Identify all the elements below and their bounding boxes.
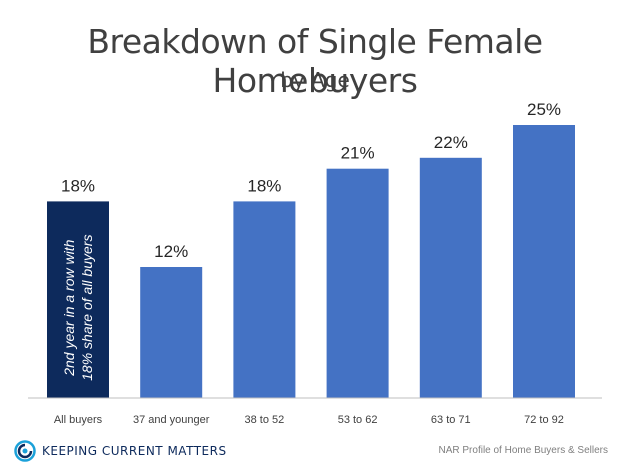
bars-layer xyxy=(47,125,575,398)
annotation-line-0: 2nd year in a row with xyxy=(61,239,77,376)
annotation-layer: 2nd year in a row with 18% share of all b… xyxy=(61,235,95,381)
x-tick-label-3: 53 to 62 xyxy=(338,414,378,426)
annotation-line-1: 18% share of all buyers xyxy=(79,235,95,381)
data-label-0: 18% xyxy=(61,176,95,195)
bar-2 xyxy=(233,201,296,398)
chart-title: Breakdown of Single Female Homebuyers xyxy=(87,22,543,100)
labels-layer: 18% 12% 18% 21% 22% 25% xyxy=(61,100,561,261)
data-label-1: 12% xyxy=(154,242,188,261)
kcm-swirl-logo-icon xyxy=(14,440,36,462)
bar-3 xyxy=(326,168,389,398)
x-tick-label-4: 63 to 71 xyxy=(431,414,471,426)
bar-0 xyxy=(47,201,109,398)
bar-1 xyxy=(140,267,203,398)
x-tick-label-0: All buyers xyxy=(54,414,103,426)
tick-labels-layer: All buyers 37 and younger 38 to 52 53 to 62… xyxy=(54,414,564,426)
bar-4 xyxy=(419,157,482,398)
data-label-4: 22% xyxy=(434,133,468,152)
brand-name: KEEPING CURRENT MATTERS xyxy=(42,444,227,458)
data-label-5: 25% xyxy=(527,100,561,119)
source-note: NAR Profile of Home Buyers & Sellers xyxy=(438,445,608,456)
footer-logo: KEEPING CURRENT MATTERS xyxy=(14,440,227,462)
x-tick-label-5: 72 to 92 xyxy=(524,414,564,426)
bar-annotation: 2nd year in a row with 18% share of all b… xyxy=(61,235,95,381)
bar-5 xyxy=(513,125,575,398)
x-tick-label-2: 38 to 52 xyxy=(245,414,285,426)
x-tick-label-1: 37 and younger xyxy=(133,414,210,426)
data-label-3: 21% xyxy=(341,144,375,163)
data-label-2: 18% xyxy=(247,176,281,195)
chart-subtitle: by Age xyxy=(280,68,350,92)
